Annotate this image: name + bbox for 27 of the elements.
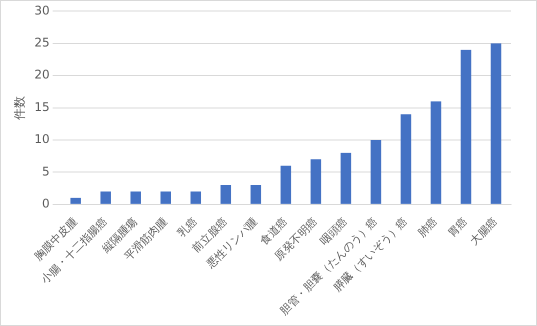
- bar: [430, 101, 442, 204]
- bar: [280, 166, 292, 204]
- bar: [370, 140, 382, 204]
- bar: [340, 152, 352, 204]
- bar: [130, 191, 141, 204]
- bar: [460, 50, 472, 204]
- bar: [400, 114, 412, 204]
- bar: [250, 185, 262, 204]
- x-tick-label: 大腸癌: [468, 214, 500, 248]
- y-tick-label: 5: [42, 164, 50, 178]
- bar: [220, 185, 232, 204]
- y-tick-label: 15: [34, 100, 50, 114]
- y-tick-label: 0: [42, 196, 50, 210]
- y-tick-label: 30: [34, 3, 50, 18]
- bar: [160, 191, 171, 204]
- y-tick-label: 25: [34, 36, 50, 50]
- x-tick-label: 乳癌: [175, 214, 200, 240]
- x-tick-label: 胃癌: [445, 214, 470, 240]
- x-tick-label: 肺癌: [415, 214, 440, 240]
- bar: [310, 159, 322, 204]
- y-tick-label: 10: [34, 132, 50, 146]
- bar: [490, 43, 502, 204]
- bar: [70, 198, 81, 204]
- bar: [190, 191, 202, 204]
- y-tick-label: 20: [34, 68, 50, 82]
- y-axis-title: 件数: [12, 96, 26, 120]
- bar: [100, 191, 111, 204]
